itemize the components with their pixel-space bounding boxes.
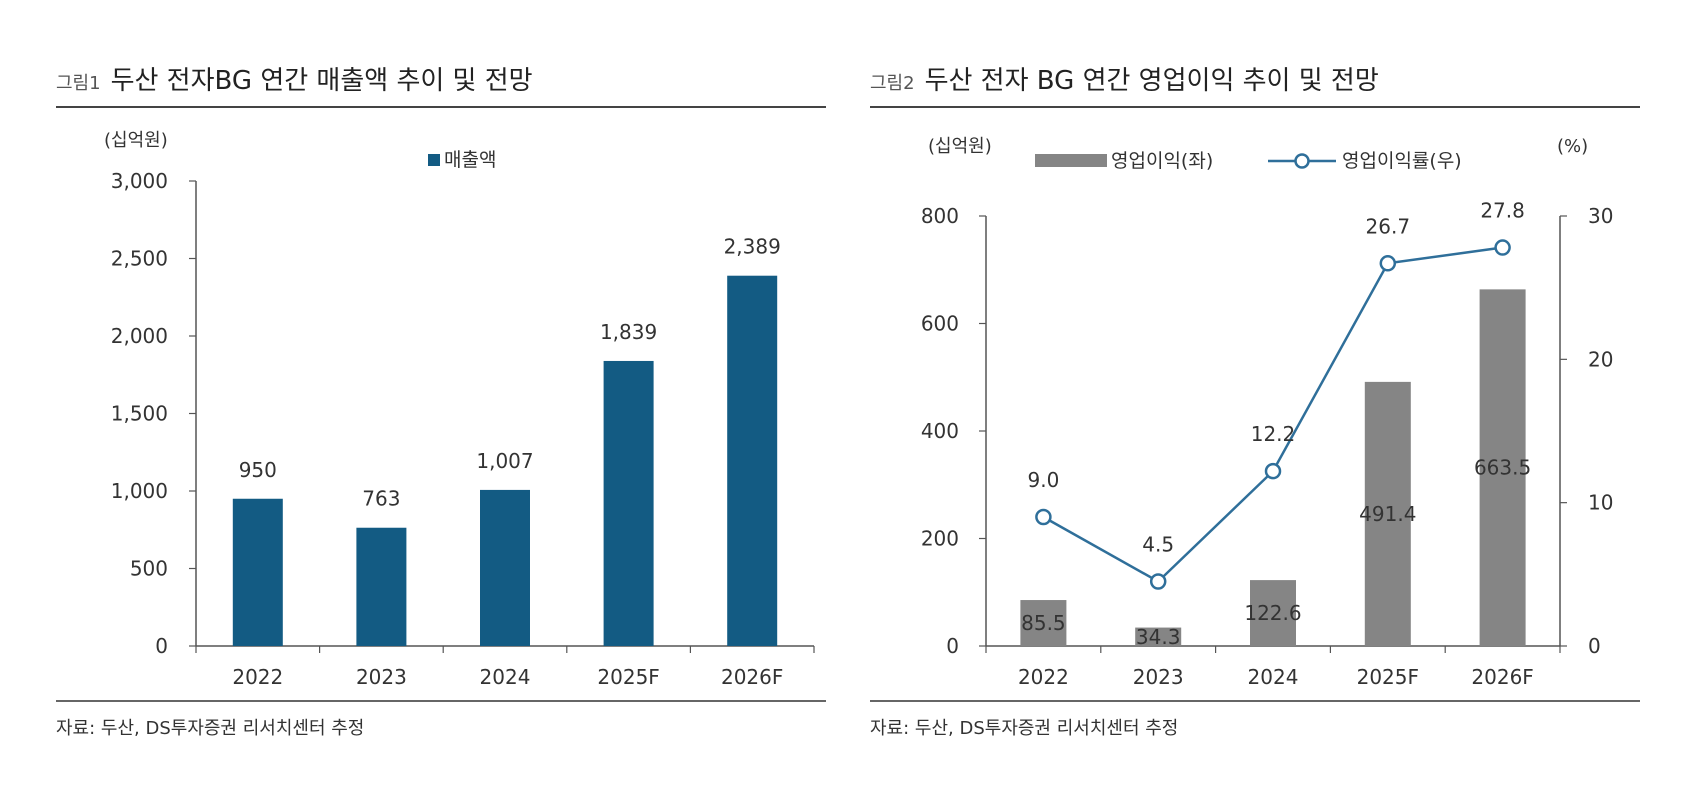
- y-tick-label: 2,000: [111, 324, 168, 348]
- legend-label: 매출액: [444, 149, 496, 171]
- figure2-number: 그림2: [870, 73, 915, 94]
- left-y-tick-label: 400: [921, 419, 959, 443]
- margin-point: [1149, 573, 1167, 590]
- bar: [1135, 627, 1182, 646]
- x-tick-label: 2026F: [721, 665, 783, 689]
- x-tick-label: 2022: [232, 665, 283, 689]
- bar-value-label: 491.4: [1359, 502, 1416, 526]
- legend-bar-swatch: [1035, 154, 1107, 167]
- x-tick-label: 2024: [480, 665, 531, 689]
- bar: [603, 360, 654, 646]
- bar: [356, 527, 407, 646]
- figure2-source: 자료: 두산, DS투자증권 리서치센터 추정: [870, 718, 1179, 739]
- bar: [1479, 289, 1526, 646]
- x-tick-label: 2025F: [597, 665, 659, 689]
- right-y-tick-label: 10: [1588, 491, 1613, 515]
- margin-point: [1035, 508, 1052, 526]
- left-y-tick-label: 600: [921, 312, 959, 336]
- bar-value-label: 1,839: [600, 320, 657, 344]
- margin-value-label: 9.0: [1027, 468, 1059, 492]
- x-tick-label: 2023: [356, 665, 407, 689]
- legend-line-marker: [1294, 153, 1310, 169]
- legend-bar-label: 영업이익(좌): [1111, 150, 1213, 172]
- margin-value-label: 4.5: [1142, 533, 1174, 557]
- left-unit-label: (십억원): [928, 136, 992, 157]
- y-tick-label: 500: [130, 557, 168, 581]
- figure1-top-rule: [56, 106, 826, 108]
- right-unit-label: (%): [1557, 136, 1588, 157]
- x-tick-label: 2025F: [1357, 665, 1419, 689]
- left-y-tick-label: 0: [946, 634, 959, 658]
- bar: [727, 275, 778, 646]
- x-tick-label: 2024: [1248, 665, 1299, 689]
- figure2-title: 그림2 두산 전자 BG 연간 영업이익 추이 및 전망: [870, 60, 1379, 97]
- x-tick-label: 2022: [1018, 665, 1069, 689]
- bar-value-label: 85.5: [1021, 611, 1066, 635]
- legend-line-label: 영업이익률(우): [1342, 150, 1462, 172]
- y-tick-label: 2,500: [111, 247, 168, 271]
- right-y-tick-label: 30: [1588, 204, 1613, 228]
- figure2-bottom-rule: [870, 700, 1640, 702]
- margin-point: [1494, 239, 1511, 256]
- margin-value-label: 26.7: [1366, 214, 1411, 238]
- y-tick-label: 0: [155, 634, 168, 658]
- figure1-title: 그림1 두산 전자BG 연간 매출액 추이 및 전망: [56, 60, 533, 97]
- bar-value-label: 950: [239, 458, 277, 482]
- y-tick-label: 1,000: [111, 479, 168, 503]
- figure2-title-text: 두산 전자 BG 연간 영업이익 추이 및 전망: [924, 66, 1379, 96]
- bar-value-label: 1,007: [476, 449, 533, 473]
- figure1-source: 자료: 두산, DS투자증권 리서치센터 추정: [56, 718, 365, 739]
- bar-value-label: 2,389: [724, 235, 781, 259]
- bar: [1250, 580, 1296, 646]
- bar-value-label: 34.3: [1136, 625, 1181, 649]
- margin-point: [1264, 462, 1282, 480]
- y-tick-label: 1,500: [111, 402, 168, 426]
- x-tick-label: 2023: [1133, 665, 1184, 689]
- margin-value-label: 12.2: [1251, 422, 1296, 446]
- margin-line: [1042, 246, 1503, 584]
- margin-point: [1379, 255, 1397, 272]
- figure2-top-rule: [870, 106, 1640, 108]
- left-y-tick-label: 200: [921, 527, 959, 551]
- y-tick-label: 3,000: [111, 169, 168, 193]
- bar-value-label: 122.6: [1244, 601, 1301, 625]
- figure1-number: 그림1: [56, 73, 101, 94]
- bar-value-label: 663.5: [1474, 456, 1531, 480]
- bar-value-label: 763: [362, 487, 400, 511]
- bar: [480, 489, 530, 646]
- bar: [1364, 381, 1411, 646]
- margin-value-label: 27.8: [1480, 199, 1525, 223]
- bar: [1020, 600, 1067, 646]
- left-y-tick-label: 800: [921, 204, 959, 228]
- unit-label: (십억원): [104, 130, 168, 151]
- figure1-bottom-rule: [56, 700, 826, 702]
- right-y-tick-label: 0: [1588, 634, 1601, 658]
- x-tick-label: 2026F: [1471, 665, 1533, 689]
- right-y-tick-label: 20: [1588, 347, 1613, 371]
- bar: [232, 498, 283, 646]
- legend-swatch: [428, 154, 440, 166]
- figure1-title-text: 두산 전자BG 연간 매출액 추이 및 전망: [110, 66, 533, 96]
